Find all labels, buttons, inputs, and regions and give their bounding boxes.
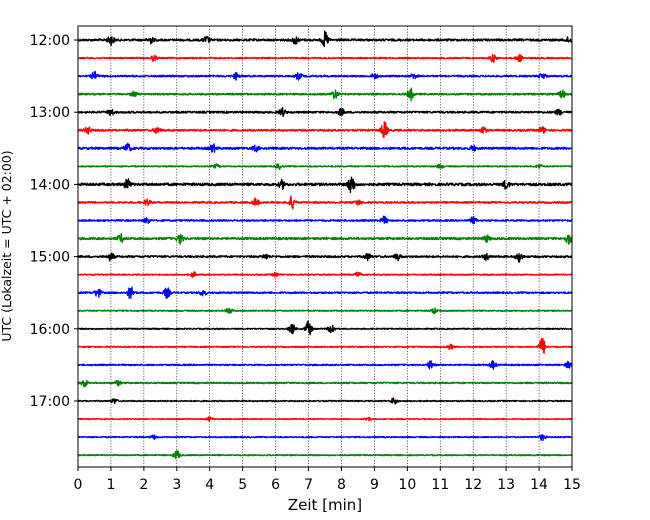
x-axis-label: Zeit [min]	[288, 496, 362, 514]
trace-1700	[77, 397, 573, 405]
trace-1600	[77, 320, 573, 336]
x-tick-label: 1	[106, 477, 115, 493]
x-tick-label: 6	[271, 477, 280, 493]
y-axis-label: UTC (Lokalzeit = UTC + 02:00)	[0, 150, 14, 341]
trace-1530	[77, 286, 573, 300]
plot-frame	[77, 25, 573, 468]
x-tick-label: 0	[74, 477, 83, 493]
x-axis-ticks: 0 1 2 3 4 5 6 7 8 9 10 11 12 13 14 15	[74, 467, 581, 493]
trace-1645	[77, 379, 573, 388]
trace-1230	[77, 71, 573, 81]
trace-1545	[77, 307, 573, 315]
traces	[77, 30, 573, 460]
y-axis-ticks: 12:00 13:00 14:00 15:00 16:00 17:00	[30, 33, 78, 410]
x-tick-label: 5	[238, 477, 247, 493]
trace-1445	[77, 233, 573, 245]
y-tick-label: 15:00	[30, 250, 70, 266]
trace-1515	[77, 271, 573, 278]
x-tick-label: 9	[370, 477, 379, 493]
x-tick-label: 8	[337, 477, 346, 493]
x-tick-label: 2	[139, 477, 148, 493]
trace-1730	[77, 434, 573, 442]
trace-1745	[77, 450, 573, 460]
trace-1430	[77, 215, 573, 225]
trace-1500	[77, 252, 573, 263]
y-tick-label: 16:00	[30, 322, 70, 338]
y-tick-label: 12:00	[30, 33, 70, 49]
x-tick-label: 15	[563, 477, 581, 493]
trace-1630	[77, 360, 573, 370]
y-tick-label: 14:00	[30, 177, 70, 193]
y-tick-label: 13:00	[30, 105, 70, 121]
trace-1215	[77, 53, 573, 63]
trace-1300	[77, 107, 573, 118]
trace-1615	[77, 337, 573, 354]
y-tick-label: 17:00	[30, 394, 70, 410]
trace-1245	[77, 87, 573, 102]
x-tick-label: 4	[205, 477, 214, 493]
x-tick-label: 13	[497, 477, 515, 493]
trace-1315	[77, 121, 573, 139]
trace-1400	[77, 176, 573, 194]
grid-lines	[110, 26, 540, 467]
x-tick-label: 3	[172, 477, 181, 493]
x-tick-label: 7	[304, 477, 313, 493]
trace-1200	[77, 30, 573, 48]
trace-1715	[77, 416, 573, 422]
x-tick-label: 12	[464, 477, 482, 493]
x-tick-label: 14	[530, 477, 548, 493]
x-tick-label: 11	[431, 477, 449, 493]
x-tick-label: 10	[398, 477, 416, 493]
trace-1345	[77, 163, 573, 170]
trace-1415	[77, 195, 573, 210]
trace-1330	[77, 142, 573, 153]
